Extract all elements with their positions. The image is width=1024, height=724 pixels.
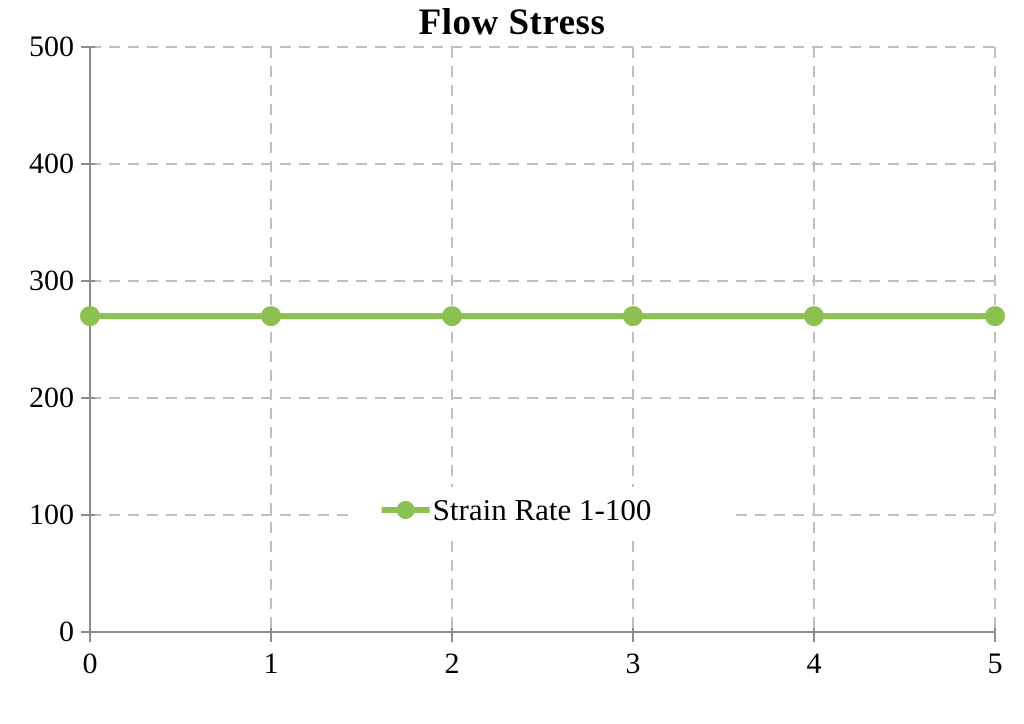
y-tick-label: 400	[29, 147, 74, 180]
x-tick-label: 1	[263, 647, 279, 680]
series-marker	[80, 306, 100, 327]
x-tick-label: 0	[82, 647, 98, 680]
y-tick-label: 200	[29, 381, 74, 414]
y-tick-label: 300	[29, 264, 74, 297]
y-tick-label: 500	[29, 30, 74, 63]
legend-label: Strain Rate 1-100	[432, 492, 652, 527]
x-tick-label: 5	[987, 647, 1003, 680]
x-tick-label: 3	[625, 647, 641, 680]
chart-title: Flow Stress	[418, 2, 606, 43]
legend-line-marker-icon	[381, 501, 430, 519]
legend: Strain Rate 1-100	[354, 487, 730, 533]
legend-sample-marker	[396, 501, 415, 519]
x-tick-label: 4	[806, 647, 822, 680]
y-tick-label: 100	[29, 498, 74, 531]
series-marker	[261, 306, 281, 327]
series-marker	[985, 306, 1005, 327]
series-marker	[623, 306, 643, 327]
y-tick-label: 0	[59, 615, 74, 648]
series-marker	[442, 306, 462, 327]
series-marker	[804, 306, 824, 327]
x-tick-label: 2	[444, 647, 460, 680]
